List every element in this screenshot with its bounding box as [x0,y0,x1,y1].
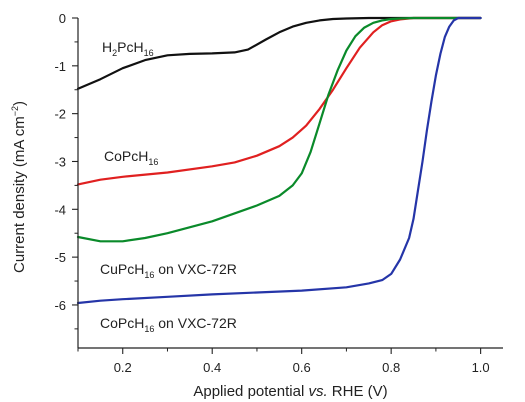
x-title-part: vs. [308,383,327,400]
y-tick-label: -4 [54,202,66,217]
series-label-part: on VXC-72R [154,261,236,277]
y-tick-label: 0 [59,11,66,26]
x-title-part: Applied potential [193,383,308,400]
series-line-1 [76,16,482,186]
series-line-2 [76,16,482,243]
x-tick-label: 1.0 [472,360,490,375]
series-label-part: CuPcH [100,261,144,277]
series-label-part: H [102,39,112,55]
y-tick-label: -6 [54,298,66,313]
series-label-part: 16 [144,270,154,280]
y-tick-label: -1 [54,59,66,74]
y-title-part: Current density (mA cm [11,116,28,273]
y-tick-label: -3 [54,154,66,169]
y-tick-label: -2 [54,107,66,122]
x-title-part: RHE (V) [328,383,388,400]
y-tick-label: -5 [54,250,66,265]
series-label-part: CoPcH [100,315,144,331]
axes [72,17,503,354]
tick-labels: 0.2 0.4 0.6 0.8 1.0 0 -1 -2 -3 -4 -5 -6 [54,11,489,375]
x-tick-label: 0.2 [114,360,132,375]
series-lines [76,16,482,305]
series-label-2: CuPcH16 on VXC-72R [100,261,237,280]
series-line-3 [76,16,482,305]
series-line-0 [76,16,482,90]
x-tick-label: 0.4 [203,360,221,375]
series-label-part: 16 [144,324,154,334]
y-title-part: −2 [10,106,20,116]
y-title-part: ) [11,101,28,106]
x-tick-label: 0.6 [293,360,311,375]
series-label-part: PcH [117,39,143,55]
series-label-1: CoPcH16 [104,148,158,167]
series-label-part: 2 [112,48,117,58]
x-tick-label: 0.8 [382,360,400,375]
series-label-3: CoPcH16 on VXC-72R [100,315,237,334]
x-axis-title: Applied potential vs. RHE (V) [193,383,387,400]
series-label-part: 16 [148,157,158,167]
series-label-0: H2PcH16 [102,39,154,58]
series-label-part: 16 [144,48,154,58]
series-label-part: on VXC-72R [154,315,236,331]
series-label-part: CoPcH [104,148,148,164]
y-axis-title: Current density (mA cm−2) [10,101,28,273]
